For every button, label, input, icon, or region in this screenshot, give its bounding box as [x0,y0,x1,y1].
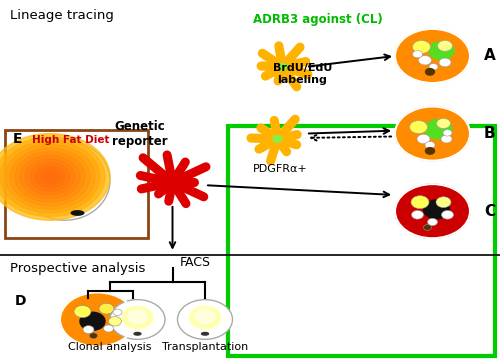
Circle shape [0,137,105,217]
Circle shape [183,302,227,334]
Circle shape [122,306,152,329]
Circle shape [197,312,213,324]
Circle shape [441,135,452,143]
Circle shape [190,306,220,329]
Circle shape [428,218,438,226]
Circle shape [113,309,122,316]
Circle shape [191,308,219,328]
Circle shape [60,292,135,347]
Circle shape [412,51,422,58]
Circle shape [417,134,430,144]
Text: BrdU/EdU
labeling: BrdU/EdU labeling [273,63,332,85]
Circle shape [0,134,110,220]
Circle shape [425,142,435,149]
Ellipse shape [202,332,208,335]
Circle shape [30,162,70,191]
Circle shape [129,312,146,324]
Text: FACS: FACS [180,256,210,269]
Text: E: E [12,132,22,146]
Circle shape [90,333,98,339]
Circle shape [118,304,157,332]
Text: D: D [15,294,26,308]
Circle shape [124,308,151,328]
Circle shape [426,69,434,75]
Circle shape [410,121,428,134]
Text: Prospective analysis: Prospective analysis [10,262,145,275]
Circle shape [121,306,154,330]
Circle shape [80,312,105,330]
Circle shape [45,173,55,180]
Circle shape [5,144,95,209]
Ellipse shape [72,211,84,215]
Circle shape [74,305,91,318]
Text: A: A [484,48,496,64]
Circle shape [275,61,290,72]
Text: Transplantation: Transplantation [162,342,248,352]
Text: Clonal analysis: Clonal analysis [68,342,152,352]
Circle shape [110,300,165,339]
Circle shape [132,314,143,322]
Circle shape [126,310,148,326]
Circle shape [438,40,452,51]
Circle shape [278,64,287,70]
Circle shape [15,152,85,202]
Text: Lineage tracing: Lineage tracing [10,9,114,22]
Circle shape [178,300,233,339]
Circle shape [104,325,114,332]
Circle shape [426,148,434,154]
Circle shape [83,326,94,334]
Circle shape [194,310,216,326]
Circle shape [108,317,122,326]
Circle shape [395,106,470,161]
Circle shape [188,306,222,330]
Circle shape [25,159,75,195]
Circle shape [270,134,285,144]
Text: B: B [484,126,496,141]
Circle shape [135,316,140,320]
Text: High Fat Diet: High Fat Diet [32,135,110,145]
Text: Genetic
reporter: Genetic reporter [112,119,168,148]
FancyBboxPatch shape [5,130,148,238]
Circle shape [439,58,451,67]
Circle shape [35,166,65,188]
Circle shape [424,225,432,230]
Circle shape [273,136,282,142]
Circle shape [443,130,452,136]
Circle shape [128,310,147,323]
Circle shape [442,210,454,219]
Circle shape [425,119,452,139]
Ellipse shape [20,141,110,220]
FancyBboxPatch shape [228,126,495,356]
Circle shape [411,196,429,209]
Ellipse shape [134,332,141,335]
Text: ADRB3 agoinst (CL): ADRB3 agoinst (CL) [252,13,382,26]
Circle shape [10,148,90,206]
Circle shape [429,42,454,60]
Circle shape [412,210,424,219]
Circle shape [395,184,470,238]
Circle shape [418,56,432,65]
Text: C: C [484,204,495,219]
Circle shape [436,197,451,208]
Circle shape [436,118,450,129]
Circle shape [0,141,100,213]
Circle shape [395,29,470,83]
Circle shape [116,302,160,334]
Text: PDGFRα+: PDGFRα+ [252,164,307,174]
Circle shape [196,310,214,323]
Circle shape [99,303,114,314]
Circle shape [40,170,60,184]
Circle shape [429,64,438,70]
Circle shape [186,304,224,332]
Circle shape [412,40,430,53]
Circle shape [20,155,80,199]
Circle shape [202,316,208,320]
Circle shape [424,200,450,219]
Circle shape [200,314,210,322]
Circle shape [163,175,182,190]
